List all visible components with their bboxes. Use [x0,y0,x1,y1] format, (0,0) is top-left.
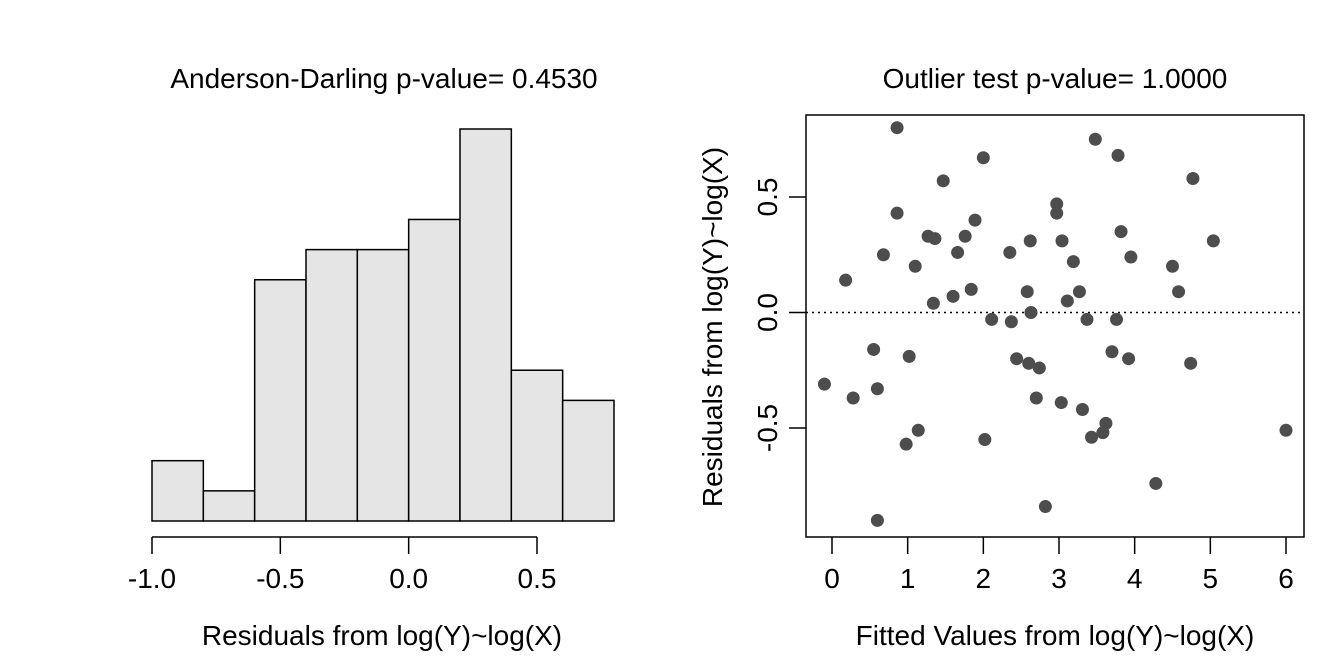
scatter-title: Outlier test p-value= 1.0000 [883,63,1228,94]
histogram-bar [202,490,256,522]
scatter-point [951,245,965,259]
scatter-point [1020,285,1034,299]
scatter-point [1066,255,1080,269]
histogram-bar [305,248,359,522]
histogram-x-tick-label: 0.5 [518,563,557,594]
scatter-point [1060,294,1074,308]
scatter-point [1124,250,1138,264]
scatter-point [985,312,999,326]
histogram-bar [459,128,513,522]
histogram-bar [561,399,615,522]
scatter-point [1022,356,1036,370]
histogram-panel: Anderson-Darling p-value= 0.4530 -1.0 -0.… [128,63,615,651]
scatter-point [1003,245,1017,259]
scatter-x-tick-label: 1 [900,563,916,594]
histogram-title: Anderson-Darling p-value= 0.4530 [170,63,597,94]
histogram-bar [510,369,564,522]
scatter-point [1050,206,1064,220]
scatter-point [936,174,950,188]
histogram-x-tick-label: -1.0 [128,563,176,594]
scatter-point [1099,416,1113,430]
scatter-point [1111,148,1125,162]
scatter-point [1166,259,1179,273]
scatter-point [978,433,992,447]
scatter-point [1038,500,1052,514]
histogram-bar [151,459,205,522]
histogram-x-tick-label: -0.5 [256,563,304,594]
scatter-point [1072,285,1086,299]
scatter-x-tick-label: 5 [1203,563,1219,594]
scatter-point [1184,356,1198,370]
scatter-x-axis: 0 1 2 3 4 5 6 [824,537,1294,594]
scatter-point [1032,361,1046,375]
scatter-point [1279,423,1293,437]
scatter-point [1080,312,1094,326]
scatter-y-axis-title: Residuals from log(Y)~log(X) [697,147,728,507]
scatter-point [1114,225,1128,239]
scatter-point [1088,132,1102,146]
scatter-point [976,151,990,165]
scatter-point [1105,345,1119,359]
scatter-x-tick-label: 0 [824,563,840,594]
scatter-y-tick-label: 0.0 [752,293,783,332]
scatter-point [1023,234,1037,248]
scatter-point [1029,391,1043,405]
histogram-bar [356,248,410,522]
scatter-points [817,121,1293,527]
scatter-point [817,377,831,391]
scatter-point [870,513,884,527]
scatter-point [890,206,904,220]
histogram-x-tick-label: 0.0 [389,563,428,594]
scatter-point [968,213,982,227]
histogram-x-axis: -1.0 -0.5 0.0 0.5 [128,536,557,594]
scatter-point [1054,396,1068,410]
scatter-point [1110,312,1124,326]
scatter-point [908,259,922,273]
scatter-point [964,282,978,296]
scatter-point [890,121,904,135]
scatter-point [899,437,913,451]
scatter-x-tick-label: 4 [1127,563,1143,594]
scatter-point [1149,476,1163,490]
scatter-point [870,382,884,396]
scatter-point [1004,315,1018,329]
scatter-point [1122,352,1136,366]
scatter-point [1055,234,1069,248]
scatter-plot-frame [805,114,1305,538]
scatter-point [876,248,890,262]
scatter-point [1172,285,1186,299]
scatter-y-tick-label: 0.5 [752,178,783,217]
scatter-x-axis-title: Fitted Values from log(Y)~log(X) [856,620,1255,651]
scatter-x-tick-label: 2 [976,563,992,594]
scatter-point [1075,403,1089,417]
histogram-bar [407,218,461,522]
histogram-bars [151,128,615,522]
scatter-point [1206,234,1220,248]
scatter-x-tick-label: 6 [1278,563,1294,594]
scatter-x-tick-label: 3 [1051,563,1067,594]
scatter-y-tick-label: -0.5 [752,404,783,452]
scatter-y-axis: -0.5 0.0 0.5 [752,178,806,452]
scatter-point [902,349,916,363]
scatter-point [911,423,925,437]
scatter-point [958,229,972,243]
scatter-point [846,391,860,405]
scatter-point [946,289,960,303]
scatter-point [1085,430,1099,444]
scatter-point [839,273,853,287]
scatter-panel: Outlier test p-value= 1.0000 0 1 2 3 4 5 6 -0.… [697,63,1305,651]
histogram-x-axis-title: Residuals from log(Y)~log(X) [202,620,562,651]
scatter-point [1186,172,1200,186]
scatter-point [1010,352,1024,366]
histogram-bar [253,279,307,522]
scatter-point [928,232,942,246]
scatter-point [1024,306,1038,319]
scatter-point [867,342,881,356]
scatter-point [926,296,940,310]
scatter-point [1050,197,1064,211]
